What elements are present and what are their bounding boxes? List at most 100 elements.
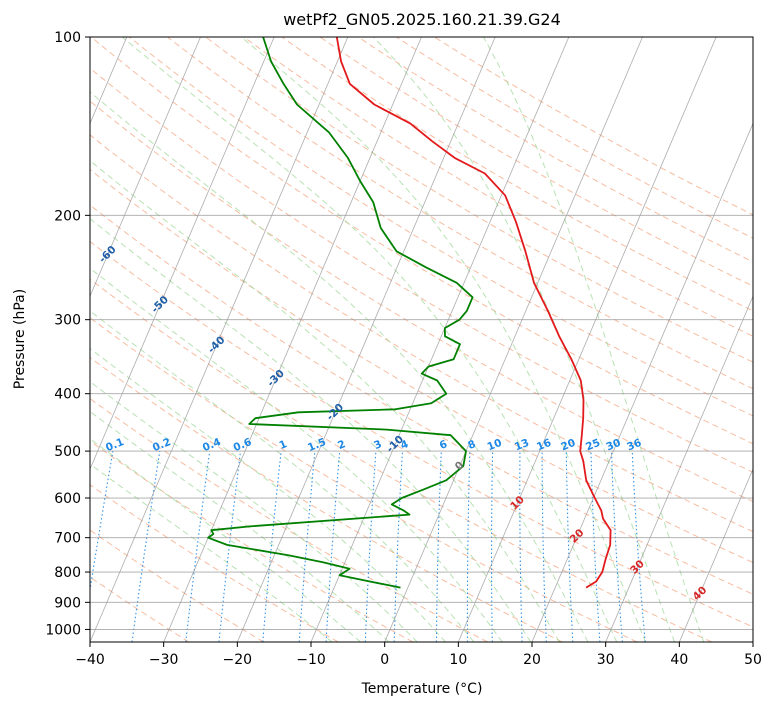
mixing-ratio-line [466, 451, 471, 642]
isotherm-label: 30 [628, 558, 647, 577]
moist-adiabat-line [482, 37, 705, 642]
x-tick-label: −30 [149, 652, 179, 668]
y-tick-label: 200 [54, 208, 81, 224]
y-tick-label: 100 [54, 30, 81, 46]
y-axis-label: Pressure (hPa) [12, 289, 28, 389]
isotherm-line [90, 37, 275, 471]
isotherm-line [163, 37, 422, 642]
moist-adiabat-line [90, 410, 390, 642]
dry-adiabat-line [357, 37, 753, 263]
dry-adiabat-line [90, 241, 753, 628]
x-tick-label: 40 [670, 652, 688, 668]
isotherm-label: 20 [568, 527, 587, 546]
mixing-ratio-line [519, 451, 523, 642]
isotherm-label: 40 [691, 584, 710, 603]
y-tick-label: 600 [54, 491, 81, 507]
dry-adiabat-line [243, 37, 753, 337]
dry-adiabat-line [90, 37, 753, 445]
isotherm-line [236, 37, 496, 642]
moist-adiabat-line [90, 381, 418, 642]
isotherm-line [90, 37, 201, 298]
mixing-ratio-label: 10 [486, 437, 504, 454]
x-tick-label: −10 [296, 652, 326, 668]
mixing-ratio-label: 4 [399, 438, 410, 452]
isotherm-line [384, 37, 643, 642]
mixing-ratio-line [218, 451, 242, 642]
moist-adiabat-line [90, 160, 560, 642]
isotherm-line [457, 37, 717, 642]
dry-adiabat-line [90, 168, 753, 564]
isotherm-label: -50 [149, 294, 171, 316]
mixing-ratio-line [298, 451, 316, 642]
isotherm-line [752, 640, 753, 642]
dry-adiabat-line [90, 484, 339, 642]
mixing-ratio-label: 13 [513, 437, 531, 454]
y-tick-label: 700 [54, 531, 81, 547]
x-tick-label: 20 [523, 652, 541, 668]
x-tick-label: 50 [744, 652, 762, 668]
isotherm-line [605, 295, 753, 642]
dry-adiabat-line [90, 134, 753, 533]
isotherm-label: -40 [206, 334, 228, 356]
dry-adiabat-line [281, 37, 753, 312]
isotherm-label: -30 [265, 368, 287, 390]
mixing-ratio-line [435, 451, 442, 642]
x-axis-label: Temperature (°C) [361, 681, 483, 697]
mixing-ratio-label: 3 [372, 438, 383, 452]
isotherm-label: 10 [508, 494, 527, 513]
x-tick-label: 10 [449, 652, 467, 668]
moist-adiabat-line [373, 37, 676, 642]
mixing-ratio-label: 1 [278, 438, 289, 452]
isotherm-line [678, 468, 753, 642]
dry-adiabat-line [434, 37, 753, 216]
dry-adiabat-line [90, 278, 712, 642]
y-tick-label: 900 [54, 595, 81, 611]
isotherm-line [310, 37, 570, 642]
moist-adiabat-line [90, 463, 333, 642]
mixing-ratio-line [185, 451, 211, 642]
mixing-ratio-line [90, 451, 114, 594]
mixing-ratio-label: 36 [625, 437, 643, 454]
isotherm-label: -80 [0, 147, 13, 169]
mixing-ratio-label: 20 [559, 437, 577, 454]
dry-adiabat-line [129, 37, 753, 417]
mixing-ratio-label: 16 [535, 437, 553, 454]
dewpoint-profile-line [207, 37, 474, 589]
dry-adiabat-line [90, 67, 753, 473]
axes: −40 −30 −20 −10 0 10 20 30 40 50 100 200 300 400 500 60… [45, 30, 762, 668]
dry-adiabat-line [205, 37, 753, 363]
isotherm-line [90, 37, 349, 642]
dry-adiabat-line [90, 440, 414, 642]
dry-adiabat-line [90, 397, 488, 642]
mixing-ratio-line [631, 451, 646, 642]
mixing-ratio-line [262, 451, 282, 642]
y-tick-label: 500 [54, 444, 81, 460]
mixing-ratio-label: 25 [584, 437, 602, 454]
moist-adiabat-line [121, 37, 618, 642]
x-tick-label: 30 [597, 652, 615, 668]
x-tick-label: −20 [223, 652, 253, 668]
dry-adiabat-line [90, 529, 264, 642]
mixing-ratio-label: 2 [336, 438, 347, 452]
mixing-ratio-line [364, 451, 377, 642]
moist-adiabat-line [240, 37, 647, 642]
isotherm-line [531, 122, 753, 642]
mixing-ratio-label: 30 [604, 437, 622, 454]
temperature-profile-line [335, 37, 612, 589]
y-tick-label: 1000 [45, 622, 81, 638]
dry-adiabat-line [90, 356, 563, 642]
mixing-ratio-line [490, 451, 494, 642]
plot-area: -100-90-80-70-60-50-40-30-20-10010203040… [0, 37, 753, 642]
isotherm-label: -60 [97, 244, 119, 266]
y-tick-label: 800 [54, 565, 81, 581]
dry-adiabat-line [90, 576, 190, 642]
mixing-ratio-line [590, 451, 601, 642]
moist-adiabat-line [90, 438, 361, 642]
moist-adiabat-line [90, 310, 475, 642]
isotherm-label: -20 [324, 401, 346, 423]
dry-adiabat-line [167, 37, 753, 390]
y-tick-label: 400 [54, 387, 81, 403]
dry-adiabat-line [90, 100, 753, 503]
